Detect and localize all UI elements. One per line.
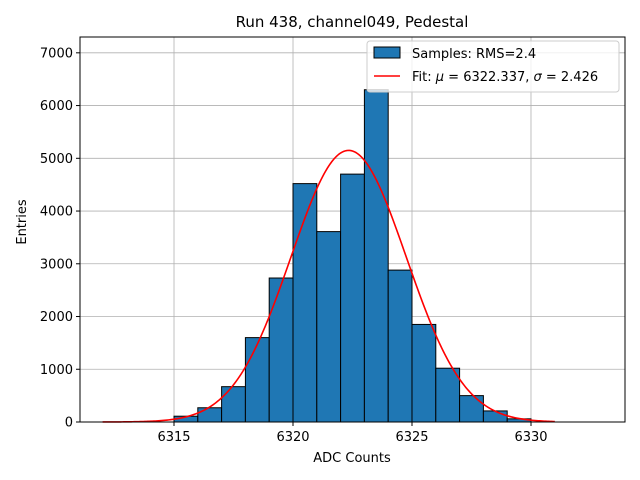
histogram-bar <box>221 386 246 423</box>
histogram-bar <box>435 367 461 423</box>
legend-fit-sigma-symbol: σ <box>534 70 543 85</box>
histogram-bar <box>459 395 484 423</box>
y-axis-title: Entries <box>15 199 30 245</box>
y-tick-label: 2000 <box>40 310 73 325</box>
x-tick-label: 6320 <box>276 430 309 445</box>
y-tick-label: 5000 <box>40 152 73 167</box>
x-tick-label: 6315 <box>157 430 190 445</box>
x-axis-title: ADC Counts <box>313 451 391 466</box>
histogram-bar <box>387 269 413 423</box>
y-tick-label: 0 <box>65 416 73 431</box>
legend-fit-mu-symbol: μ <box>435 70 444 85</box>
legend-label-histogram: Samples: RMS=2.4 <box>412 47 536 62</box>
legend: Samples: RMS=2.4 Fit: μ = 6322.337, σ = … <box>366 40 620 93</box>
x-tick-label: 6325 <box>395 430 428 445</box>
histogram-bar <box>411 323 437 423</box>
legend-label-fit: Fit: μ = 6322.337, σ = 2.426 <box>412 70 598 85</box>
y-tick-label: 7000 <box>40 46 73 61</box>
histogram-bar <box>316 231 342 423</box>
histogram-bar <box>197 407 223 423</box>
histogram-bar <box>268 277 294 423</box>
plot-frame <box>79 36 626 423</box>
fit-curve <box>102 149 555 423</box>
fit-curve-layer <box>102 149 555 423</box>
y-tick-label: 3000 <box>40 257 73 272</box>
chart-title: Run 438, channel049, Pedestal <box>236 13 469 31</box>
legend-fit-mu-text: = 6322.337, <box>444 70 533 85</box>
legend-swatch-histogram <box>373 46 401 59</box>
x-tick-label: 6330 <box>514 430 547 445</box>
histogram-bar <box>482 410 508 423</box>
legend-box <box>366 40 620 93</box>
axis-ticks: 6315 6320 6325 6330 0 1000 2000 3000 4000 5000 600… <box>40 46 548 445</box>
histogram-bar <box>340 173 365 423</box>
y-tick-label: 4000 <box>40 205 73 220</box>
y-tick-label: 6000 <box>40 99 73 114</box>
histogram-bar <box>363 89 389 423</box>
histogram-bar <box>244 337 270 423</box>
legend-fit-sigma-text: = 2.426 <box>542 70 598 85</box>
histogram-bars <box>173 89 532 423</box>
y-tick-label: 1000 <box>40 363 73 378</box>
legend-fit-prefix: Fit: <box>412 70 436 85</box>
